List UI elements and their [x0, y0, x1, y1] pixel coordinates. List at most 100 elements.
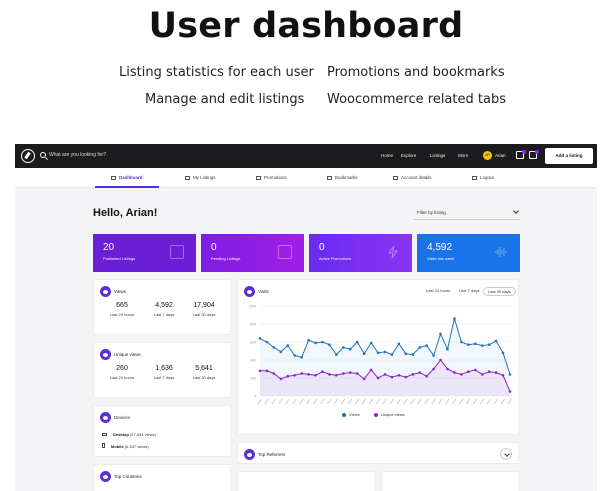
period-last-7-days[interactable]: Last 7 days	[459, 288, 480, 293]
top-countries-card: Top Countries	[93, 464, 231, 491]
add-listing-button[interactable]: Add a listing	[545, 148, 593, 164]
nav-home[interactable]: Home	[381, 153, 394, 158]
card-title: Unique views	[114, 352, 141, 357]
data-point	[425, 374, 428, 378]
stat-active-promotions[interactable]: 0 Active Promotions	[309, 234, 412, 272]
chevron-down-icon	[513, 208, 519, 214]
bookmark-icon	[327, 176, 332, 180]
y-tick-label: 1000	[248, 305, 256, 309]
data-point	[335, 353, 338, 356]
document-icon	[278, 245, 292, 259]
data-point	[460, 340, 463, 344]
data-point	[383, 373, 387, 376]
y-tick-label: 400	[250, 359, 256, 363]
stat-visits-this-week[interactable]: 4,592 Visits this week	[417, 234, 520, 272]
data-point	[348, 347, 352, 351]
stat-value: 17,904	[193, 302, 215, 309]
x-tick-label	[320, 398, 325, 405]
tab-label: My Listings	[193, 175, 216, 180]
visits-chart-card: Visits Last 24 hours Last 7 days Last 30…	[237, 279, 519, 435]
data-point	[376, 351, 380, 355]
y-tick-label: 0	[254, 395, 256, 399]
period-last-30-days[interactable]: Last 30 days	[483, 287, 516, 296]
period-last-24-hours[interactable]: Last 24 hours	[426, 288, 451, 293]
lower-card-right	[381, 471, 519, 491]
stat-published-listings[interactable]: 20 Published Listings	[93, 234, 196, 272]
unique-views-card: Unique views 260 Last 24 hours 1,636 Last …	[93, 342, 231, 398]
x-tick-label	[500, 398, 505, 405]
nav-explore[interactable]: Explore	[401, 153, 417, 158]
data-point	[321, 340, 324, 344]
compass-logo-icon[interactable]	[21, 149, 35, 163]
data-point	[369, 341, 373, 345]
data-point	[258, 337, 262, 340]
data-point	[272, 372, 276, 375]
legend-label: Unique views	[381, 412, 405, 417]
tab-promotions[interactable]: Promotions	[256, 175, 287, 180]
messages-icon[interactable]	[529, 150, 539, 159]
data-point	[480, 344, 484, 347]
dashboard-screenshot: What are you looking for? Home Explore L…	[15, 144, 597, 491]
stat-period: Last 30 days	[192, 312, 216, 317]
messages-badge	[535, 150, 539, 154]
x-tick-label	[257, 398, 262, 405]
stat-value: 4,592	[155, 302, 173, 309]
search-input[interactable]: What are you looking for?	[49, 152, 106, 158]
search-icon[interactable]	[40, 152, 46, 158]
tab-account-details[interactable]: Account details	[393, 175, 432, 180]
card-title: Top Countries	[114, 474, 142, 479]
data-point	[355, 340, 359, 344]
x-tick-label	[486, 398, 491, 405]
device-count: (6,537 views)	[124, 444, 149, 449]
dashboard-tabs: Dashboard My Listings Promotions Bookmar…	[15, 168, 597, 188]
data-point	[307, 373, 310, 376]
stat-column: 5,641 Last 30 days	[184, 365, 224, 380]
filter-by-listing-select[interactable]: Filter by listing	[414, 206, 520, 220]
legend-unique-views: Unique views	[374, 412, 405, 417]
stat-column: 260 Last 24 hours	[102, 365, 142, 380]
x-tick-label	[431, 398, 436, 405]
data-point	[342, 372, 345, 375]
stat-column: 17,904 Last 30 days	[184, 302, 224, 317]
data-point	[279, 377, 283, 381]
eye-icon	[100, 349, 111, 360]
devices-icon	[100, 412, 111, 423]
data-point	[439, 358, 442, 362]
stat-label: Pending Listings	[211, 256, 241, 261]
x-tick-label	[347, 398, 353, 405]
nav-more[interactable]: More	[458, 153, 469, 158]
nav-listings[interactable]: Listings	[430, 153, 446, 158]
x-tick-label	[389, 398, 394, 405]
card-title: Views	[114, 289, 126, 294]
x-tick-label	[271, 398, 276, 405]
tab-logout[interactable]: Logout	[472, 175, 494, 180]
data-point	[328, 373, 331, 376]
stat-pending-listings[interactable]: 0 Pending Listings	[201, 234, 304, 272]
x-tick-label	[327, 398, 332, 405]
stat-value: 1,636	[155, 365, 173, 372]
user-name[interactable]: Arian	[495, 153, 506, 158]
tab-my-listings[interactable]: My Listings	[185, 175, 216, 180]
data-point	[362, 377, 366, 381]
cart-icon[interactable]	[516, 150, 526, 159]
x-tick-label	[403, 398, 408, 405]
tab-dashboard[interactable]: Dashboard	[111, 175, 143, 180]
visits-line-chart: 0 200 400 600 800 1000	[248, 305, 512, 405]
data-point	[321, 370, 324, 373]
data-point	[404, 375, 408, 379]
avatar[interactable]: AR	[483, 151, 492, 160]
tab-bookmarks[interactable]: Bookmarks	[327, 175, 358, 180]
lower-card-left	[237, 471, 375, 491]
data-point	[307, 338, 310, 342]
x-tick-label	[361, 398, 366, 405]
devices-card: Devices Desktop (27,454 views) Mobile (6…	[93, 405, 231, 457]
device-count: (27,454 views)	[129, 432, 156, 437]
expand-chevron-icon[interactable]	[500, 448, 512, 460]
stat-label: Visits this week	[427, 256, 455, 261]
data-point	[265, 340, 269, 344]
device-row-desktop: Desktop (27,454 views)	[102, 432, 156, 437]
stat-value: 0	[211, 242, 217, 253]
data-point	[383, 350, 387, 354]
x-tick-label	[382, 398, 387, 405]
legend-views: Views	[342, 412, 360, 417]
